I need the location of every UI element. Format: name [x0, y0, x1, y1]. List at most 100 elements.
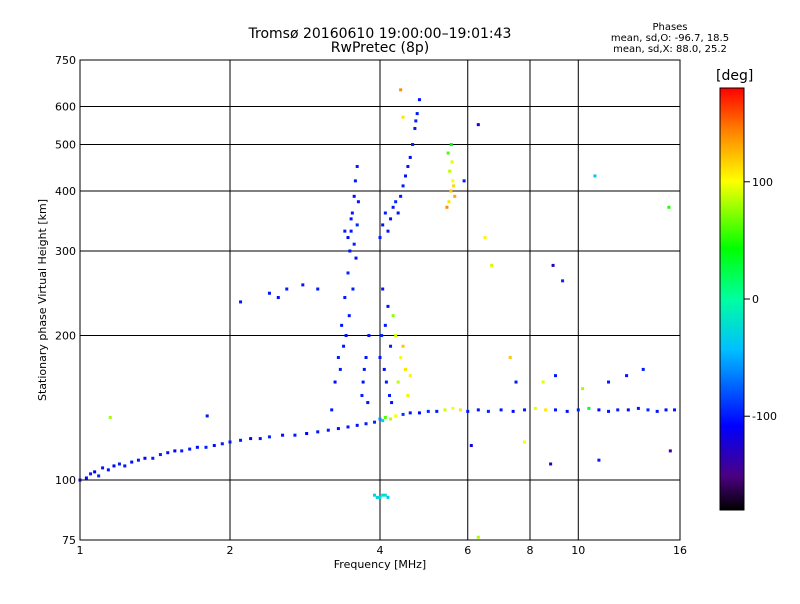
data-point-0-177	[581, 387, 585, 391]
data-point-0-22	[220, 442, 224, 446]
data-point-0-90	[354, 256, 358, 260]
x-tick-label-6: 16	[673, 544, 687, 557]
data-point-0-173	[276, 296, 280, 300]
data-point-0-116	[413, 126, 417, 130]
data-point-0-149	[378, 495, 382, 499]
data-point-0-160	[508, 355, 512, 359]
data-point-0-11	[136, 458, 140, 462]
data-point-0-144	[445, 205, 449, 209]
data-point-0-63	[597, 408, 601, 412]
data-point-0-86	[346, 236, 350, 240]
data-point-0-80	[350, 211, 354, 215]
data-point-0-85	[352, 242, 356, 246]
data-point-0-49	[451, 406, 455, 410]
data-point-0-142	[448, 169, 452, 173]
data-point-0-5	[101, 466, 105, 470]
data-point-0-153	[386, 495, 390, 499]
data-point-0-46	[426, 409, 430, 413]
x-tick-label-3: 6	[464, 544, 471, 557]
data-point-0-52	[476, 408, 480, 412]
data-point-0-21	[212, 444, 216, 448]
data-point-0-53	[486, 409, 490, 413]
data-point-0-69	[655, 409, 659, 413]
data-point-0-150	[383, 493, 387, 497]
data-point-0-6	[106, 468, 110, 472]
data-point-0-103	[381, 223, 385, 227]
data-point-0-8	[117, 462, 121, 466]
colorbar-unit: [deg]	[716, 68, 754, 84]
data-point-0-95	[338, 367, 342, 371]
data-point-0-170	[285, 287, 289, 291]
data-point-0-166	[108, 415, 112, 419]
y-tick-label-3: 300	[55, 245, 76, 258]
data-point-0-42	[394, 414, 398, 418]
data-point-0-93	[344, 334, 348, 338]
colorbar-tick-label-1: 0	[752, 293, 759, 306]
data-point-0-168	[239, 300, 243, 304]
data-point-0-51	[466, 409, 470, 413]
data-point-0-157	[476, 123, 480, 127]
data-point-0-172	[316, 287, 320, 291]
data-point-0-97	[364, 355, 368, 359]
data-point-0-43	[401, 412, 405, 416]
data-point-0-60	[565, 409, 569, 413]
data-point-0-145	[452, 184, 456, 188]
x-axis-label: Frequency [MHz]	[334, 558, 426, 571]
data-point-0-128	[378, 355, 382, 359]
data-point-0-18	[188, 447, 192, 451]
data-point-0-56	[523, 408, 527, 412]
data-point-0-66	[626, 408, 630, 412]
colorbar-tick-label-0: 100	[752, 176, 773, 189]
data-point-0-35	[355, 423, 359, 427]
data-point-0-38	[378, 417, 382, 421]
data-point-0-107	[391, 205, 395, 209]
data-point-0-28	[281, 433, 285, 437]
x-tick-label-1: 2	[227, 544, 234, 557]
data-point-0-39	[381, 419, 385, 423]
data-point-0-111	[401, 184, 405, 188]
data-point-0-54	[499, 408, 503, 412]
data-point-0-67	[636, 406, 640, 410]
data-point-0-26	[258, 437, 262, 441]
data-point-0-31	[316, 430, 320, 434]
y-tick-label-1: 100	[55, 474, 76, 487]
data-point-0-36	[364, 422, 368, 426]
data-point-0-65	[616, 408, 620, 412]
data-point-0-101	[366, 401, 370, 405]
data-point-0-96	[361, 380, 365, 384]
data-point-0-84	[349, 217, 353, 221]
data-point-0-79	[349, 229, 353, 233]
data-point-0-163	[593, 174, 597, 178]
data-point-0-105	[386, 229, 390, 233]
data-point-0-100	[362, 367, 366, 371]
data-point-0-154	[399, 88, 403, 92]
data-point-0-3	[93, 470, 97, 474]
data-point-0-68	[646, 408, 650, 412]
data-point-0-7	[112, 464, 116, 468]
data-point-0-88	[355, 223, 359, 227]
data-point-0-9	[123, 464, 127, 468]
data-point-0-12	[143, 456, 147, 460]
data-point-0-2	[89, 472, 93, 476]
data-point-0-146	[446, 151, 450, 155]
data-point-0-140	[451, 179, 455, 183]
data-point-0-125	[384, 380, 388, 384]
plot-frame	[79, 59, 681, 541]
data-point-0-77	[346, 271, 350, 275]
data-point-0-155	[401, 115, 405, 119]
data-point-0-175	[541, 380, 545, 384]
y-axis-label: Stationary phase Virtual Height [km]	[36, 199, 49, 401]
data-point-0-141	[453, 194, 457, 198]
data-point-0-124	[382, 367, 386, 371]
data-point-0-20	[204, 445, 208, 449]
data-point-0-48	[443, 408, 447, 412]
phase-stats-heading: Phases	[652, 22, 688, 33]
data-point-0-159	[490, 263, 494, 267]
data-point-0-94	[342, 344, 346, 348]
data-point-0-137	[408, 374, 412, 378]
data-point-0-178	[607, 380, 611, 384]
data-point-0-34	[346, 425, 350, 429]
data-point-0-16	[173, 449, 177, 453]
data-point-0-59	[553, 408, 557, 412]
data-point-0-104	[383, 211, 387, 215]
